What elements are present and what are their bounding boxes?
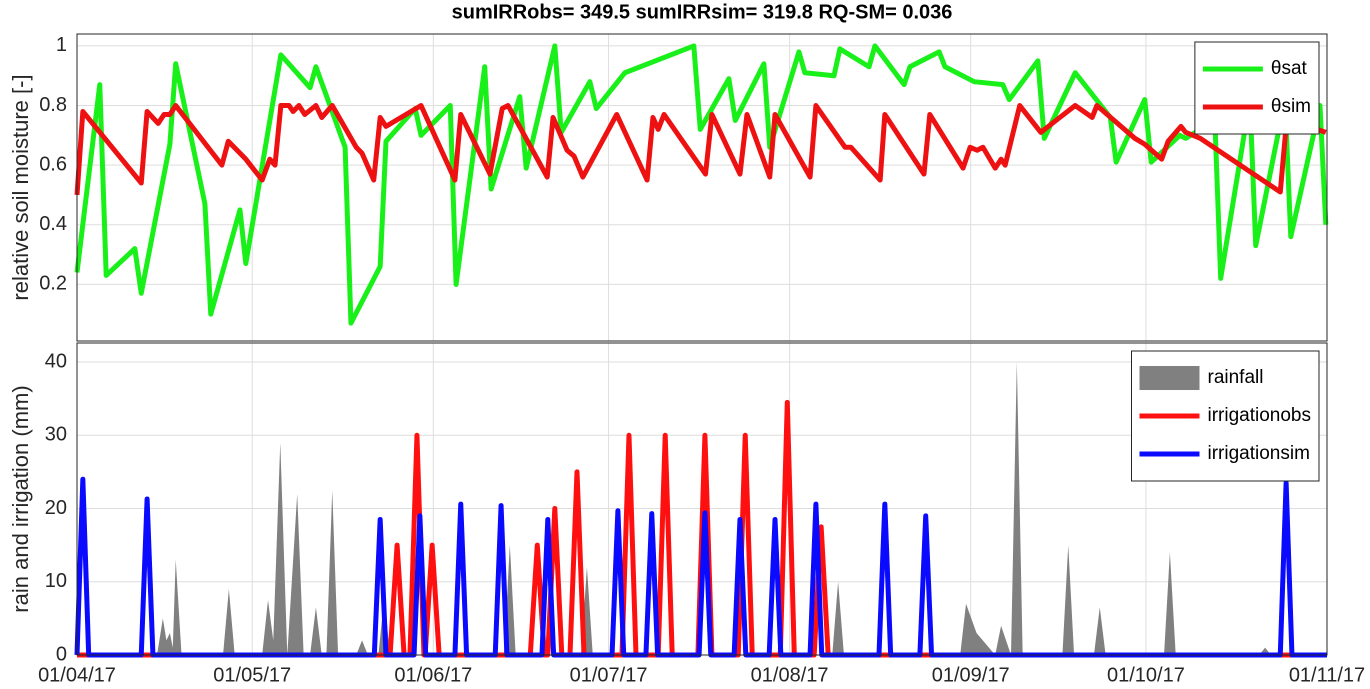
y-tick-label: 20 — [45, 497, 67, 519]
legend: rainfall irrigationobs irrigationsim — [1131, 350, 1320, 482]
rainfall-area — [77, 362, 1327, 655]
y-axis-label: rain and irrigation (mm) — [8, 385, 33, 612]
legend-box — [1194, 41, 1320, 135]
x-tick-label: 01/11/17 — [1289, 664, 1365, 686]
y-tick-label: 0.8 — [39, 94, 67, 116]
plot-area — [77, 34, 1327, 341]
y-tick-label: 0.6 — [39, 153, 67, 175]
y-tick-label: 30 — [45, 424, 67, 446]
legend-label: rainfall — [1208, 367, 1264, 388]
series-line — [74, 43, 1329, 326]
axes-box — [76, 33, 1328, 342]
legend-label: θsat — [1271, 58, 1308, 79]
x-tick-label: 01/07/17 — [570, 664, 648, 686]
y-tick-label: 0.2 — [39, 273, 67, 295]
x-tick-label: 01/09/17 — [932, 664, 1010, 686]
y-axis-label: relative soil moisture [-] — [8, 74, 33, 300]
legend-label: irrigationsim — [1208, 443, 1310, 464]
x-tick-label: 01/06/17 — [394, 664, 472, 686]
y-tick-label: 1 — [56, 34, 67, 56]
legend-label: θsim — [1271, 96, 1311, 117]
x-tick-label: 01/10/17 — [1107, 664, 1185, 686]
x-tick-label: 01/08/17 — [751, 664, 829, 686]
axes-box — [76, 342, 1328, 656]
y-tick-label: 40 — [45, 350, 67, 372]
legend-swatch — [1139, 366, 1200, 390]
legend: θsat θsim — [1194, 41, 1320, 135]
x-tick-label: 01/04/17 — [38, 664, 116, 686]
chart-title: sumIRRobs= 349.5 sumIRRsim= 319.8 RQ-SM=… — [452, 1, 953, 23]
y-tick-label: 0.4 — [39, 213, 67, 235]
y-tick-label: 0 — [56, 643, 67, 665]
series-line — [74, 103, 1327, 196]
x-tick-label: 01/05/17 — [213, 664, 291, 686]
legend-label: irrigationobs — [1208, 405, 1312, 426]
y-tick-label: 10 — [45, 570, 67, 592]
